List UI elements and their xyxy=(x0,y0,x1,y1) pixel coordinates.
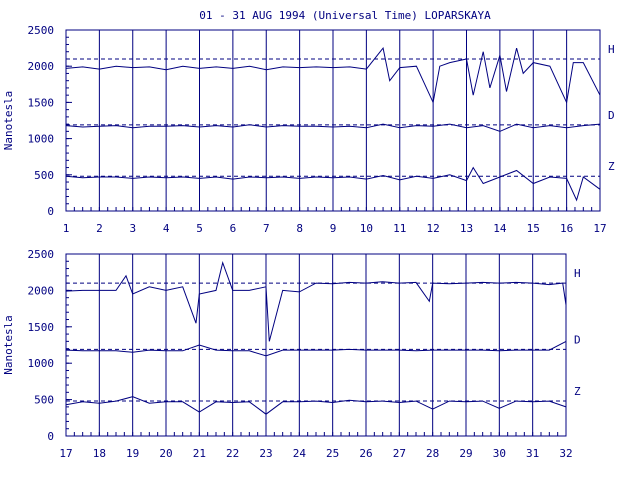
x-tick-label: 16 xyxy=(560,222,573,235)
x-tick-label: 1 xyxy=(63,222,70,235)
y-tick-label: 500 xyxy=(34,394,54,407)
trace-H xyxy=(65,260,567,342)
x-tick-label: 3 xyxy=(129,222,136,235)
y-tick-label: 0 xyxy=(47,205,54,218)
x-tick-label: 25 xyxy=(326,447,339,460)
x-tick-label: 27 xyxy=(393,447,406,460)
panel-bottom: 17 18 19 20 21 22 23 24 25 26 27 28 29 30 31 32 0 500 1000… xyxy=(2,248,581,460)
x-tick-label: 10 xyxy=(360,222,373,235)
y-axis-label: Nanotesla xyxy=(2,315,15,375)
x-tick-label: 8 xyxy=(296,222,303,235)
x-tick-label: 21 xyxy=(193,447,206,460)
component-label-D: D xyxy=(574,333,581,346)
trace-D xyxy=(65,340,567,357)
x-tick-label: 17 xyxy=(59,447,72,460)
y-tick-label: 2000 xyxy=(28,60,55,73)
component-label-D: D xyxy=(608,109,615,122)
trace-H xyxy=(65,46,601,105)
x-tick-label: 32 xyxy=(559,447,572,460)
x-tick-label: 2 xyxy=(96,222,103,235)
x-tick-label: 5 xyxy=(196,222,203,235)
x-tick-label: 13 xyxy=(460,222,473,235)
x-tick-label: 17 xyxy=(593,222,606,235)
y-tick-label: 0 xyxy=(47,430,54,443)
x-tick-label: 7 xyxy=(263,222,270,235)
x-tick-label: 14 xyxy=(493,222,507,235)
y-tick-label: 1000 xyxy=(28,357,55,370)
x-tick-label: 28 xyxy=(426,447,439,460)
trace-D xyxy=(65,123,601,132)
x-tick-label: 24 xyxy=(293,447,307,460)
component-label-Z: Z xyxy=(574,385,581,398)
y-tick-label: 500 xyxy=(34,169,54,182)
y-tick-label: 1500 xyxy=(28,96,55,109)
panel-top: 1 2 3 4 5 6 7 8 9 10 11 12 13 14 15 16 17050010001500200… xyxy=(2,24,615,235)
y-tick-label: 1500 xyxy=(28,321,55,334)
x-tick-label: 30 xyxy=(493,447,506,460)
x-tick-label: 6 xyxy=(230,222,237,235)
y-tick-label: 1000 xyxy=(28,133,55,146)
trace-Z xyxy=(65,166,601,202)
x-tick-label: 26 xyxy=(359,447,372,460)
component-label-H: H xyxy=(608,43,615,56)
y-axis-label: Nanotesla xyxy=(2,91,15,151)
component-label-H: H xyxy=(574,267,581,280)
trace-Z xyxy=(65,396,567,415)
x-tick-label: 9 xyxy=(330,222,337,235)
x-tick-label: 15 xyxy=(527,222,540,235)
x-tick-label: 4 xyxy=(163,222,170,235)
x-tick-label: 31 xyxy=(526,447,539,460)
x-tick-label: 12 xyxy=(427,222,440,235)
x-tick-label: 22 xyxy=(226,447,239,460)
x-tick-label: 20 xyxy=(159,447,172,460)
x-tick-label: 19 xyxy=(126,447,139,460)
figure-title: 01 - 31 AUG 1994 (Universal Time) LOPARS… xyxy=(199,9,491,22)
component-label-Z: Z xyxy=(608,160,615,173)
x-tick-label: 29 xyxy=(459,447,472,460)
x-tick-label: 11 xyxy=(393,222,406,235)
y-tick-label: 2500 xyxy=(28,24,55,37)
x-tick-label: 18 xyxy=(93,447,106,460)
y-tick-label: 2500 xyxy=(28,248,55,261)
x-tick-label: 23 xyxy=(259,447,272,460)
plot-frame xyxy=(65,253,567,437)
y-tick-label: 2000 xyxy=(28,284,55,297)
